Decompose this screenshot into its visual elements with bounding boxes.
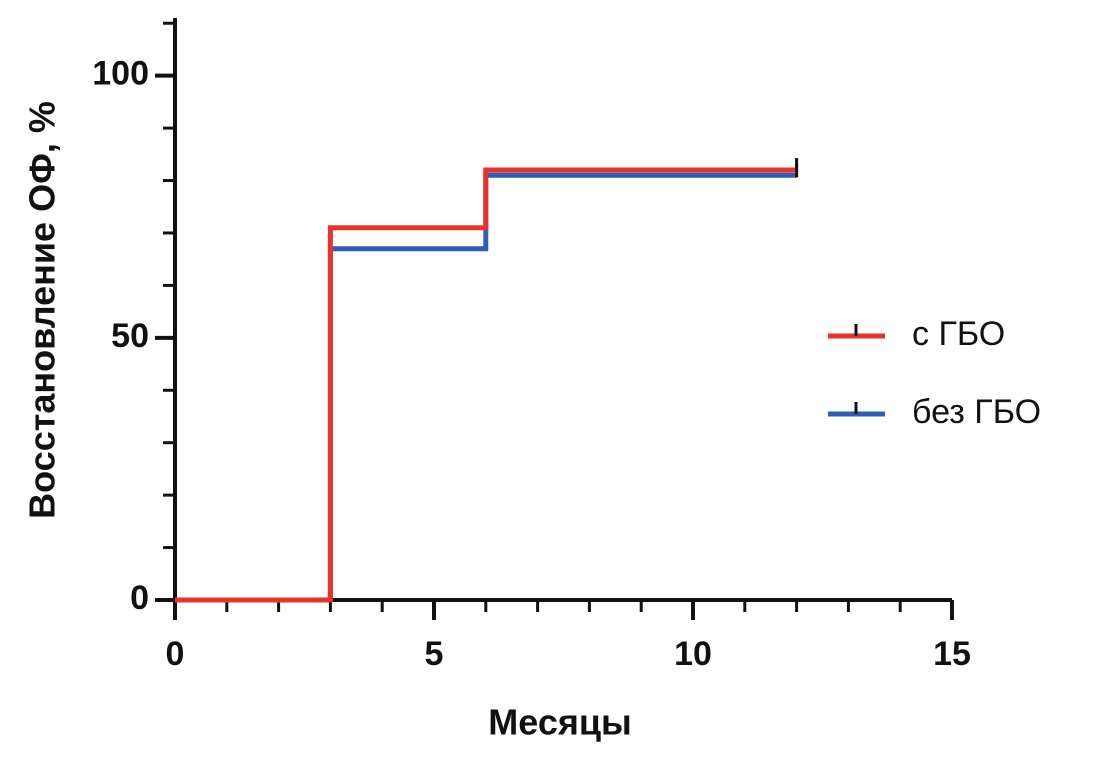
y-tick-label: 50 [111,317,149,355]
y-tick-label: 0 [130,579,149,617]
step-line [175,172,797,603]
y-axis-label: Восстановление ОФ, % [22,101,63,519]
step-line [175,167,797,603]
x-axis-label: Месяцы [488,702,631,743]
legend-label: с ГБО [912,315,1005,353]
x-tick-label: 10 [674,635,712,673]
x-tick-label: 15 [933,635,971,673]
legend-label: без ГБО [912,393,1041,431]
y-tick-label: 100 [92,55,149,93]
x-tick-label: 5 [425,635,444,673]
x-tick-label: 0 [166,635,185,673]
